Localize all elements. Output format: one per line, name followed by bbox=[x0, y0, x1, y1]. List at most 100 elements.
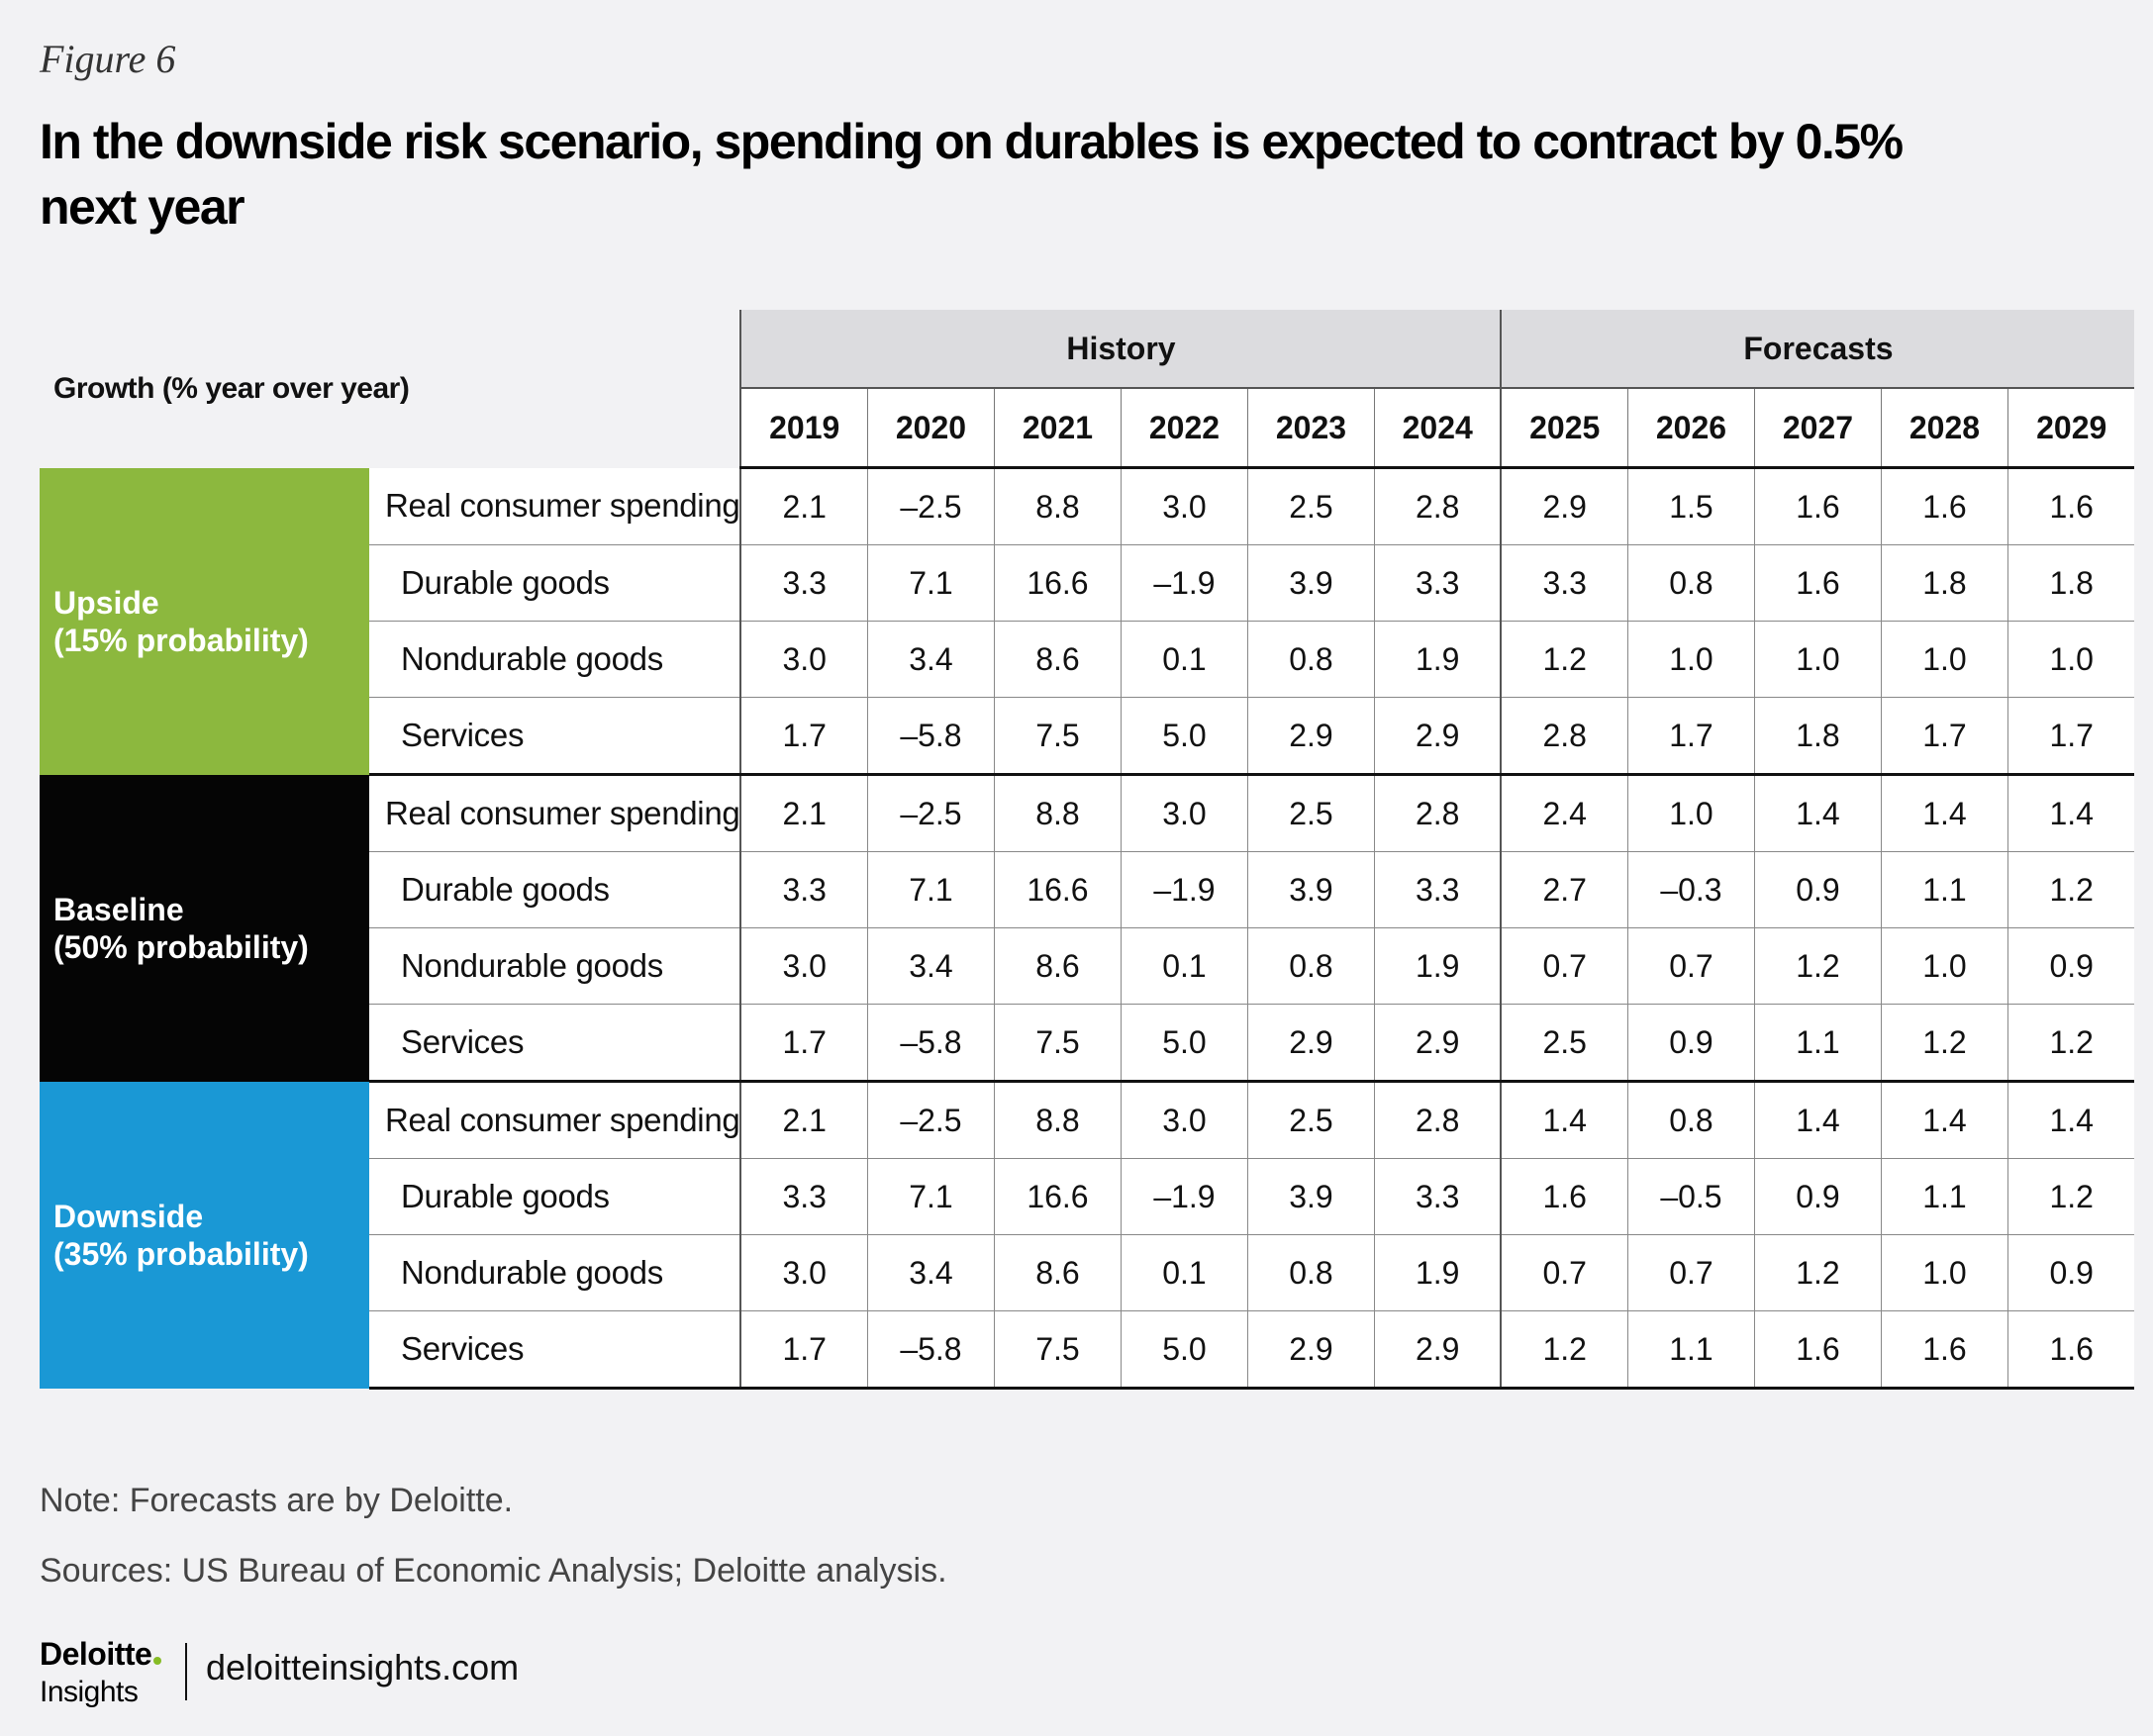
data-cell: 8.6 bbox=[993, 621, 1122, 698]
chart-title: In the downside risk scenario, spending … bbox=[40, 114, 1904, 235]
data-cell: 8.6 bbox=[993, 927, 1122, 1005]
data-cell: –1.9 bbox=[1120, 851, 1248, 928]
scenario-probability: (35% probability) bbox=[53, 1235, 309, 1272]
data-cell: 0.8 bbox=[1246, 927, 1375, 1005]
data-cell: 8.8 bbox=[993, 467, 1122, 545]
row-label: Durable goods bbox=[369, 544, 741, 622]
data-cell: 3.3 bbox=[739, 851, 868, 928]
year-header-2025: 2025 bbox=[1500, 387, 1628, 469]
group-header-row: Growth (% year over year) History Forecast… bbox=[40, 310, 2135, 405]
data-cell: 1.0 bbox=[2006, 621, 2135, 698]
scenario-label-upside: Upside (15% probability) bbox=[40, 467, 369, 775]
data-cell: 1.6 bbox=[2006, 1310, 2135, 1390]
table-row: Nondurable goods 3.0 3.4 8.6 0.1 0.8 1.9 0.7 0.7… bbox=[40, 1234, 2135, 1311]
scenario-probability: (50% probability) bbox=[53, 928, 309, 965]
data-cell: 1.2 bbox=[1753, 927, 1882, 1005]
year-header-2021: 2021 bbox=[993, 387, 1122, 469]
data-cell: 1.1 bbox=[1880, 851, 2008, 928]
data-cell: 3.3 bbox=[1373, 544, 1502, 622]
data-cell: 16.6 bbox=[993, 851, 1122, 928]
data-cell: 1.2 bbox=[1500, 1310, 1628, 1390]
data-cell: 2.8 bbox=[1373, 467, 1502, 545]
table-row: Durable goods 3.3 7.1 16.6 –1.9 3.9 3.3 2.7 –0.3… bbox=[40, 851, 2135, 928]
data-cell: 0.8 bbox=[1246, 1234, 1375, 1311]
data-cell: 0.9 bbox=[1753, 1158, 1882, 1235]
data-cell: 1.0 bbox=[1880, 927, 2008, 1005]
data-cell: 1.2 bbox=[2006, 1158, 2135, 1235]
data-cell: 3.4 bbox=[866, 927, 995, 1005]
data-cell: 2.1 bbox=[739, 467, 868, 545]
data-cell: –0.5 bbox=[1626, 1158, 1755, 1235]
data-cell: 1.4 bbox=[1500, 1081, 1628, 1159]
scenario-label-downside: Downside (35% probability) bbox=[40, 1081, 369, 1389]
data-cell: 2.4 bbox=[1500, 774, 1628, 852]
data-cell: 1.0 bbox=[1626, 774, 1755, 852]
data-cell: 3.0 bbox=[739, 621, 868, 698]
table-row: Durable goods 3.3 7.1 16.6 –1.9 3.9 3.3 3.3 0.8 1… bbox=[40, 544, 2135, 622]
row-label: Services bbox=[369, 697, 741, 776]
data-cell: 0.8 bbox=[1246, 621, 1375, 698]
site-link[interactable]: deloitteinsights.com bbox=[206, 1647, 520, 1688]
scenario-name: Baseline bbox=[53, 891, 184, 927]
data-cell: 1.2 bbox=[1753, 1234, 1882, 1311]
data-cell: 3.3 bbox=[1373, 851, 1502, 928]
data-cell: 2.9 bbox=[1373, 1004, 1502, 1083]
data-cell: 3.9 bbox=[1246, 544, 1375, 622]
year-header-2022: 2022 bbox=[1120, 387, 1248, 469]
year-header-2024: 2024 bbox=[1373, 387, 1502, 469]
data-cell: 1.8 bbox=[2006, 544, 2135, 622]
data-cell: 3.0 bbox=[739, 927, 868, 1005]
data-cell: 2.9 bbox=[1246, 1004, 1375, 1083]
data-cell: 3.0 bbox=[1120, 1081, 1248, 1159]
data-cell: 1.9 bbox=[1373, 621, 1502, 698]
data-cell: 8.6 bbox=[993, 1234, 1122, 1311]
data-cell: 8.8 bbox=[993, 1081, 1122, 1159]
data-cell: 1.0 bbox=[1880, 1234, 2008, 1311]
table-row: Downside (35% probability) Real consumer s… bbox=[40, 1081, 2135, 1389]
data-cell: 16.6 bbox=[993, 1158, 1122, 1235]
data-cell: 2.7 bbox=[1500, 851, 1628, 928]
scenario-name: Downside bbox=[53, 1198, 204, 1234]
data-cell: 1.6 bbox=[1880, 1310, 2008, 1390]
data-cell: 2.8 bbox=[1373, 1081, 1502, 1159]
data-cell: 1.6 bbox=[1753, 467, 1882, 545]
data-cell: 1.5 bbox=[1626, 467, 1755, 545]
data-cell: 0.8 bbox=[1626, 1081, 1755, 1159]
data-cell: 3.9 bbox=[1246, 851, 1375, 928]
row-label: Real consumer spending bbox=[369, 774, 741, 852]
data-cell: 1.8 bbox=[1753, 697, 1882, 776]
data-cell: 3.0 bbox=[739, 1234, 868, 1311]
data-cell: 2.9 bbox=[1246, 1310, 1375, 1390]
column-group-history: History bbox=[739, 310, 1502, 388]
data-cell: 3.4 bbox=[866, 621, 995, 698]
data-cell: 1.4 bbox=[1753, 1081, 1882, 1159]
row-label: Real consumer spending bbox=[369, 467, 741, 545]
data-cell: 1.8 bbox=[1880, 544, 2008, 622]
data-cell: 7.1 bbox=[866, 544, 995, 622]
data-cell: 0.8 bbox=[1626, 544, 1755, 622]
logo-sub: Insights bbox=[40, 1676, 139, 1708]
data-cell: 5.0 bbox=[1120, 1310, 1248, 1390]
deloitte-insights-logo: Deloitte Insights bbox=[40, 1638, 162, 1708]
data-cell: 3.3 bbox=[739, 544, 868, 622]
row-label: Durable goods bbox=[369, 851, 741, 928]
data-cell: 1.7 bbox=[739, 1004, 868, 1083]
table-row: Services 1.7 –5.8 7.5 5.0 2.9 2.9 2.8 1.7 1.8 1.7 1… bbox=[40, 697, 2135, 776]
stub-header: Growth (% year over year) bbox=[53, 371, 410, 405]
data-cell: 0.1 bbox=[1120, 621, 1248, 698]
table-row: Nondurable goods 3.0 3.4 8.6 0.1 0.8 1.9 0.7 0.7… bbox=[40, 927, 2135, 1005]
data-cell: 2.1 bbox=[739, 1081, 868, 1159]
data-cell: 1.2 bbox=[2006, 1004, 2135, 1083]
data-cell: 3.9 bbox=[1246, 1158, 1375, 1235]
data-cell: 2.8 bbox=[1500, 697, 1628, 776]
row-label: Nondurable goods bbox=[369, 621, 741, 698]
data-cell: –5.8 bbox=[866, 697, 995, 776]
table-row: Upside (15% probability) Real consumer spe… bbox=[40, 467, 2135, 775]
data-cell: 3.3 bbox=[739, 1158, 868, 1235]
logo-divider bbox=[185, 1643, 187, 1700]
scenario-name: Upside bbox=[53, 584, 159, 621]
sources-text: Sources: US Bureau of Economic Analysis;… bbox=[40, 1552, 947, 1590]
data-cell: 2.9 bbox=[1500, 467, 1628, 545]
data-cell: 1.7 bbox=[2006, 697, 2135, 776]
data-cell: 1.0 bbox=[1626, 621, 1755, 698]
